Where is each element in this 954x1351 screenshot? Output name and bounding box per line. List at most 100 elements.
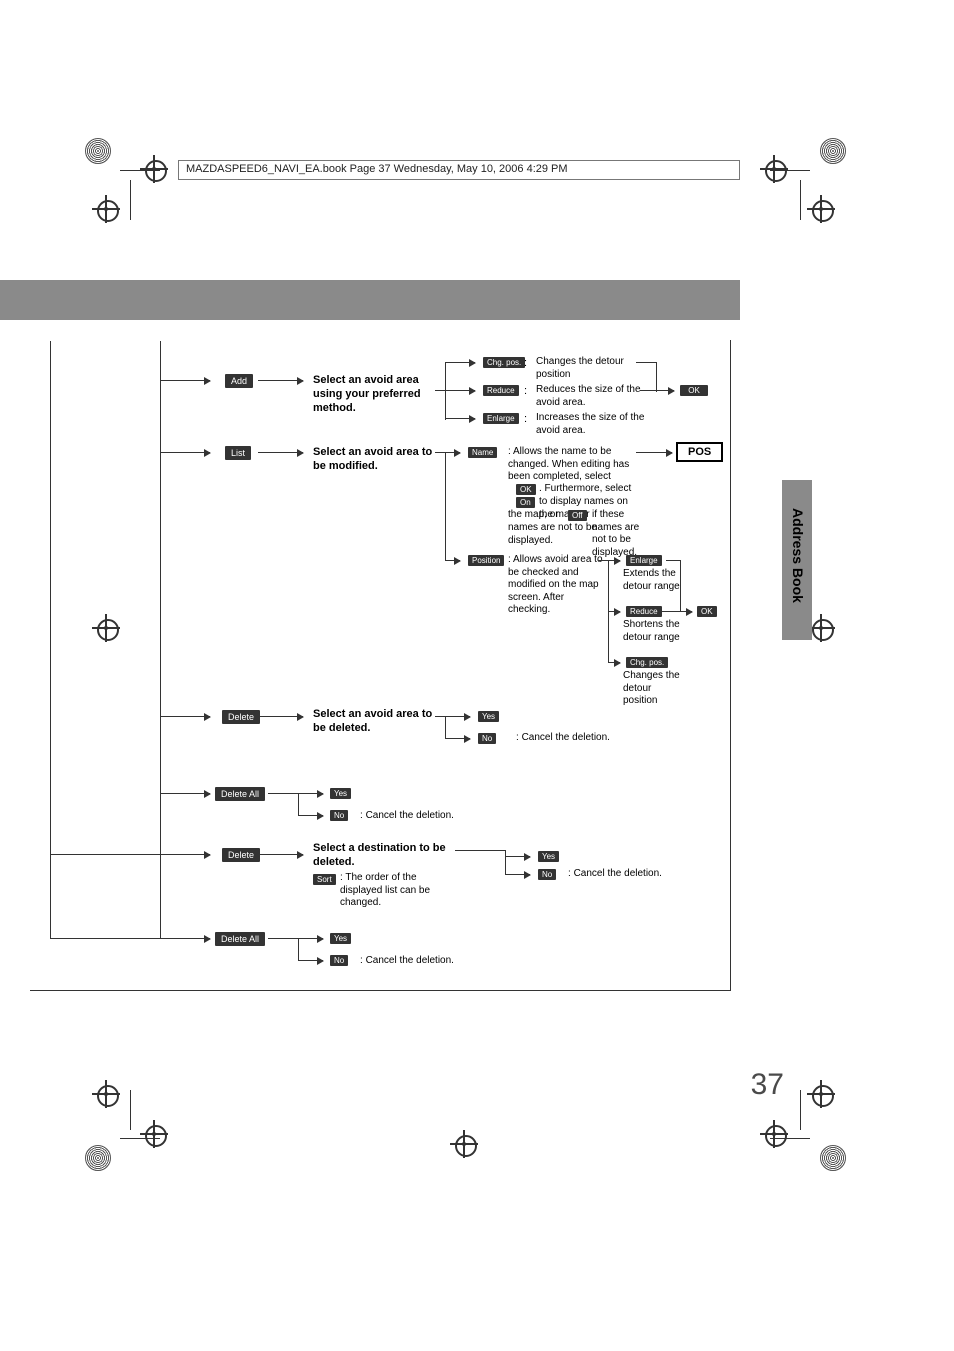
reg-cross-icon	[140, 1120, 168, 1148]
instruction-text: Select an avoid area to be modified.	[313, 446, 433, 474]
flow-line	[636, 452, 660, 453]
reduce-button-sub[interactable]: Reduce	[626, 606, 662, 617]
reg-cross-icon	[807, 195, 835, 223]
reg-cross-icon	[92, 195, 120, 223]
delete-button[interactable]: Delete	[222, 710, 260, 724]
list-button[interactable]: List	[225, 446, 251, 460]
flow-arrow	[608, 611, 620, 612]
crop-line	[800, 180, 801, 220]
flow-line	[680, 560, 681, 611]
ok-button[interactable]: OK	[680, 385, 708, 396]
chg-pos-button[interactable]: Chg. pos.	[483, 357, 525, 368]
flow-line	[505, 850, 506, 874]
flow-arrow	[298, 960, 323, 961]
no-button[interactable]: No	[538, 869, 556, 880]
flow-line	[445, 716, 446, 738]
flow-arrow	[608, 560, 620, 561]
enlarge-button[interactable]: Enlarge	[483, 413, 519, 424]
flow-arrow	[505, 874, 530, 875]
flow-line	[435, 390, 445, 391]
delete-button[interactable]: Delete	[222, 848, 260, 862]
flow-arrow	[50, 938, 210, 939]
desc-text: : Cancel the deletion.	[360, 955, 454, 968]
desc-text: Changes the detour position	[536, 356, 646, 381]
flow-arrow	[445, 390, 475, 391]
reduce-button[interactable]: Reduce	[483, 385, 519, 396]
on-button[interactable]: On	[516, 497, 535, 508]
desc-text: : Allows the name to be changed. When ed…	[508, 446, 638, 484]
flow-arrow	[298, 793, 323, 794]
flow-line	[50, 341, 51, 843]
flow-arrow	[445, 738, 470, 739]
yes-button[interactable]: Yes	[478, 711, 499, 722]
flow-arrow	[656, 390, 674, 391]
yes-button[interactable]: Yes	[330, 933, 351, 944]
page-number: 37	[751, 1068, 784, 1102]
crop-line	[770, 170, 810, 171]
flow-line	[455, 850, 505, 851]
delete-all-button[interactable]: Delete All	[215, 932, 265, 946]
desc-text: : The order of the displayed list can be…	[340, 872, 460, 910]
flow-arrow	[258, 854, 303, 855]
desc-text: : Cancel the deletion.	[360, 810, 454, 823]
flow-arrow	[160, 452, 210, 453]
yes-button[interactable]: Yes	[538, 851, 559, 862]
reg-cross-icon	[760, 155, 788, 183]
instruction-text: Select an avoid area using your preferre…	[313, 374, 433, 415]
delete-all-button[interactable]: Delete All	[215, 787, 265, 801]
flow-line	[656, 362, 657, 392]
desc-text: the map, or	[508, 509, 566, 522]
flow-arrow	[608, 662, 620, 663]
flow-line	[666, 560, 680, 561]
chg-pos-button-sub[interactable]: Chg. pos.	[626, 657, 668, 668]
colon: :	[524, 357, 527, 369]
flow-line	[660, 611, 680, 612]
crop-line	[130, 180, 131, 220]
ok-button-inline[interactable]: OK	[516, 484, 536, 495]
flow-arrow	[298, 938, 323, 939]
instruction-text: Select an avoid area to be deleted.	[313, 708, 443, 736]
desc-text: Shortens the detour range	[623, 619, 683, 644]
desc-text: : Cancel the deletion.	[516, 732, 610, 745]
desc-text: names are not to be displayed.	[508, 522, 638, 547]
pos-button[interactable]: POS	[676, 442, 723, 462]
reg-cross-icon	[92, 1080, 120, 1108]
no-button[interactable]: No	[478, 733, 496, 744]
add-button[interactable]: Add	[225, 374, 253, 388]
flow-line	[636, 362, 656, 363]
flow-arrow	[660, 452, 672, 453]
flow-arrow	[445, 716, 470, 717]
position-button[interactable]: Position	[468, 555, 504, 566]
reg-cross-icon	[140, 155, 168, 183]
flow-line	[640, 390, 656, 391]
flow-arrow	[160, 716, 210, 717]
flow-arrow	[445, 362, 475, 363]
name-button[interactable]: Name	[468, 447, 497, 458]
desc-text: Extends the detour range	[623, 568, 683, 593]
desc-text: Increases the size of the avoid area.	[536, 412, 646, 437]
flow-line	[268, 793, 298, 794]
desc-text: Changes the detour position	[623, 670, 683, 708]
crop-line	[120, 170, 160, 171]
yes-button[interactable]: Yes	[330, 788, 351, 799]
flow-arrow	[505, 856, 530, 857]
no-button[interactable]: No	[330, 810, 348, 821]
enlarge-button-sub[interactable]: Enlarge	[626, 555, 662, 566]
header-text: MAZDASPEED6_NAVI_EA.book Page 37 Wednesd…	[186, 163, 568, 175]
crop-line	[120, 1138, 160, 1139]
desc-text: : Cancel the deletion.	[568, 868, 662, 881]
flow-line	[268, 938, 298, 939]
ok-button[interactable]: OK	[697, 606, 717, 617]
flow-arrow	[680, 611, 692, 612]
no-button[interactable]: No	[330, 955, 348, 966]
section-band	[0, 280, 740, 320]
sort-button[interactable]: Sort	[313, 874, 336, 885]
flow-arrow	[160, 380, 210, 381]
flow-arrow	[160, 793, 210, 794]
off-button[interactable]: Off	[568, 510, 587, 521]
flow-arrow	[445, 452, 460, 453]
flow-arrow	[50, 854, 210, 855]
reg-cross-icon	[450, 1130, 478, 1158]
flow-line	[445, 452, 446, 560]
flow-arrow	[445, 418, 475, 419]
